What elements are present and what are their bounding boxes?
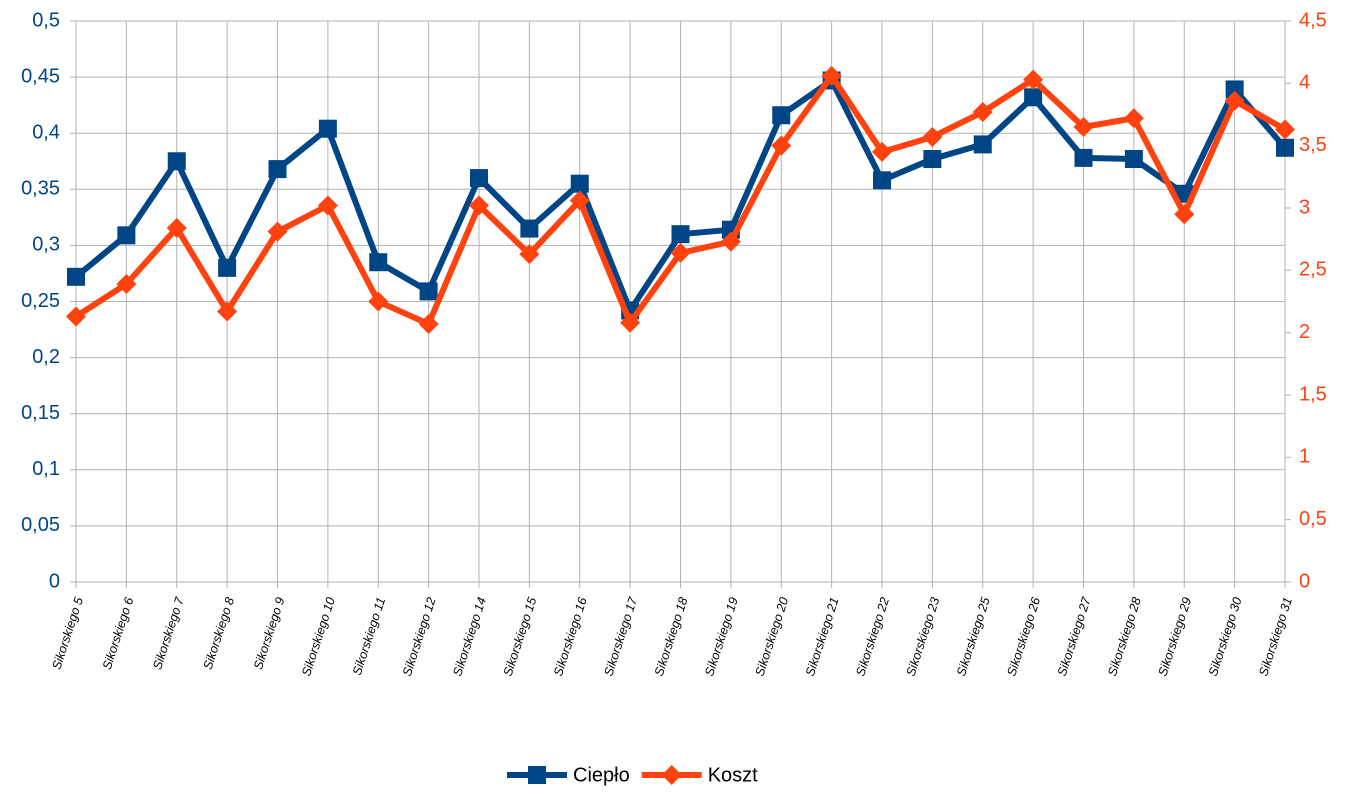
- y-tick-label: 0,35: [21, 178, 60, 200]
- x-tick-label: Sikorskiego 25: [954, 596, 993, 678]
- marker: [67, 267, 85, 286]
- marker: [1124, 150, 1143, 169]
- x-tick-label: Sikorskiego 23: [904, 596, 943, 678]
- marker: [1276, 138, 1294, 157]
- marker: [570, 174, 589, 193]
- marker: [771, 135, 792, 156]
- x-tick-label: Sikorskiego 12: [400, 596, 439, 678]
- y2-tick-label: 3: [1299, 196, 1310, 218]
- x-tick-label: Sikorskiego 7: [150, 595, 187, 672]
- x-tick-label: Sikorskiego 15: [501, 596, 540, 678]
- x-tick-label: Sikorskiego 22: [853, 596, 892, 678]
- y2-tick-label: 1,5: [1299, 383, 1327, 405]
- marker: [922, 126, 943, 147]
- y-tick-label: 0,15: [21, 402, 60, 424]
- marker: [218, 258, 237, 277]
- x-tick-label: Sikorskiego 18: [652, 596, 691, 678]
- marker: [217, 301, 238, 322]
- y-tick-label: 0,2: [32, 346, 60, 368]
- marker: [418, 313, 439, 334]
- marker: [419, 282, 438, 301]
- marker: [661, 765, 682, 785]
- marker: [671, 225, 690, 244]
- marker: [1074, 148, 1093, 167]
- x-tick-label: Sikorskiego 21: [803, 596, 842, 678]
- y-tick-label: 0,5: [32, 9, 60, 31]
- y2-tick-label: 2: [1299, 321, 1310, 343]
- marker: [569, 190, 590, 211]
- marker: [1275, 119, 1295, 140]
- y2-tick-label: 2,5: [1299, 259, 1327, 281]
- y2-tick-label: 1: [1299, 446, 1310, 468]
- marker: [720, 231, 741, 252]
- marker: [670, 242, 691, 263]
- y2-tick-label: 3,5: [1299, 134, 1327, 156]
- marker: [167, 152, 186, 171]
- x-tick-label: Sikorskiego 27: [1055, 595, 1094, 678]
- marker: [66, 306, 86, 327]
- legend-label: Ciepło: [573, 764, 630, 786]
- y-tick-label: 0,1: [32, 458, 60, 480]
- x-tick-label: Sikorskiego 17: [601, 595, 640, 678]
- y2-tick-label: 4: [1299, 72, 1310, 94]
- marker: [317, 195, 338, 216]
- marker: [1123, 108, 1144, 129]
- x-tick-label: Sikorskiego 6: [100, 596, 137, 672]
- marker: [772, 106, 791, 125]
- y2-tick-label: 4,5: [1299, 9, 1327, 31]
- x-tick-label: Sikorskiego 28: [1105, 596, 1144, 678]
- marker: [1073, 116, 1094, 137]
- marker: [519, 244, 540, 265]
- x-tick-label: Sikorskiego 26: [1004, 596, 1043, 678]
- marker: [620, 312, 641, 333]
- y-tick-label: 0,45: [21, 65, 60, 87]
- x-tick-label: Sikorskiego 16: [551, 596, 590, 678]
- x-tick-label: Sikorskiego 8: [201, 596, 238, 672]
- x-tick-label: Sikorskiego 10: [299, 596, 338, 678]
- marker: [318, 119, 337, 138]
- y2-tick-label: 0,5: [1299, 508, 1327, 530]
- marker: [469, 195, 489, 216]
- y-tick-label: 0,05: [21, 514, 60, 536]
- legend-label: Koszt: [708, 764, 758, 786]
- x-tick-label: Sikorskiego 20: [753, 596, 792, 678]
- marker: [923, 150, 942, 169]
- x-tick-label: Sikorskiego 9: [251, 596, 288, 672]
- marker: [873, 171, 891, 190]
- y-tick-label: 0,4: [32, 121, 60, 143]
- marker: [520, 219, 539, 238]
- marker: [268, 160, 287, 179]
- marker: [973, 135, 992, 154]
- y-tick-label: 0: [49, 570, 60, 592]
- x-tick-label: Sikorskiego 11: [350, 596, 388, 677]
- marker: [821, 65, 842, 86]
- marker: [369, 253, 388, 272]
- x-tick-label: Sikorskiego 30: [1206, 596, 1245, 678]
- x-tick-label: Sikorskiego 31: [1256, 596, 1295, 678]
- marker: [872, 141, 892, 162]
- x-tick-label: Sikorskiego 19: [702, 596, 741, 678]
- marker: [117, 226, 136, 245]
- y-tick-label: 0,25: [21, 290, 60, 312]
- marker: [528, 766, 546, 784]
- x-tick-label: Sikorskiego 14: [450, 596, 489, 678]
- legend: Ciepło Koszt: [507, 764, 758, 786]
- y2-tick-label: 0: [1299, 570, 1310, 592]
- marker: [1224, 90, 1245, 111]
- marker: [116, 274, 137, 295]
- marker: [368, 291, 389, 312]
- marker: [1225, 80, 1244, 99]
- x-tick-label: Sikorskiego 5: [49, 596, 86, 672]
- marker: [267, 221, 288, 242]
- marker: [1024, 88, 1043, 107]
- marker: [1174, 204, 1195, 225]
- y-tick-label: 0,3: [32, 234, 60, 256]
- x-tick-label: Sikorskiego 29: [1156, 596, 1195, 678]
- marker: [470, 169, 488, 188]
- marker: [166, 217, 187, 238]
- marker: [1023, 69, 1044, 90]
- marker: [972, 102, 993, 123]
